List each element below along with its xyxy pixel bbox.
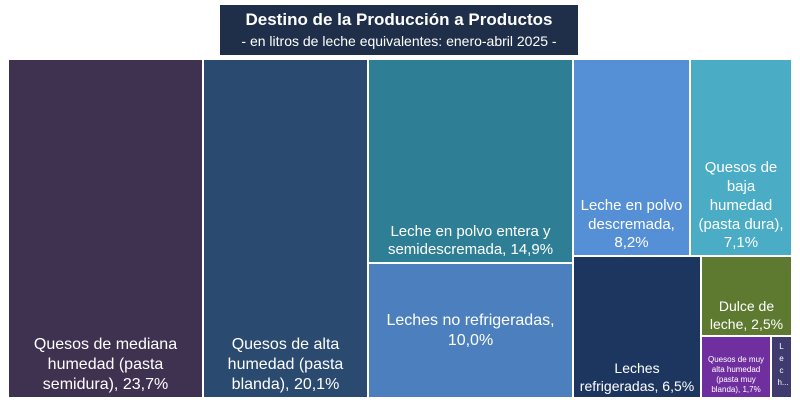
treemap-tile-1: [9, 60, 202, 397]
treemap-tile-label-1: Quesos de mediana humedad (pasta semidur…: [33, 336, 178, 393]
treemap-tile-6: [691, 60, 791, 255]
treemap-tile-9: [702, 337, 770, 397]
chart-title: Destino de la Producción a Productos: [245, 10, 553, 29]
treemap-tile-label-2: Quesos de alta humedad (pasta blanda), 2…: [227, 336, 344, 393]
treemap-tile-4: [369, 264, 572, 397]
treemap-tile-7: [574, 257, 700, 397]
treemap-tile-label-6: Quesos de baja humedad (pasta dura), 7,1…: [698, 159, 784, 252]
treemap-tile-label-8: Dulce de leche, 2,5%: [709, 298, 784, 332]
treemap-tile-2: [204, 60, 367, 397]
treemap-tile-label-10: Lech...: [777, 342, 789, 387]
treemap-tile-5: [574, 60, 689, 255]
treemap-tile-label-3: Leche en polvo entera y semidescremada, …: [387, 222, 554, 259]
treemap-tile-label-7: Leches refrigeradas, 6,5%: [579, 360, 695, 394]
treemap-tile-label-9: Quesos de muy alta humedad (pasta muy bl…: [707, 355, 765, 394]
chart-subtitle: - en litros de leche equivalentes: enero…: [241, 33, 557, 49]
treemap-tile-10: [772, 337, 791, 397]
treemap-tile-3: [369, 60, 572, 262]
treemap-tile-label-4: Leches no refrigeradas, 10,0%: [386, 311, 555, 349]
treemap-tile-8: [702, 257, 791, 335]
treemap-tile-label-5: Leche en polvo descremada, 8,2%: [580, 196, 683, 252]
chart-title-box: Destino de la Producción a Productos - e…: [220, 5, 578, 55]
